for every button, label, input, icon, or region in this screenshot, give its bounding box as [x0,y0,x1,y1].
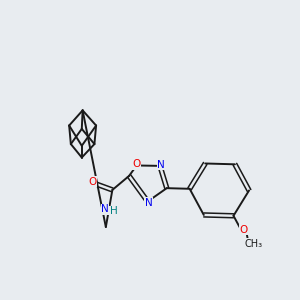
Text: O: O [133,160,141,170]
Text: N: N [101,204,109,214]
Text: CH₃: CH₃ [244,239,262,249]
Text: N: N [157,160,165,170]
Text: O: O [240,225,248,235]
Text: N: N [145,197,152,208]
Text: O: O [88,177,97,187]
Text: H: H [110,206,118,216]
